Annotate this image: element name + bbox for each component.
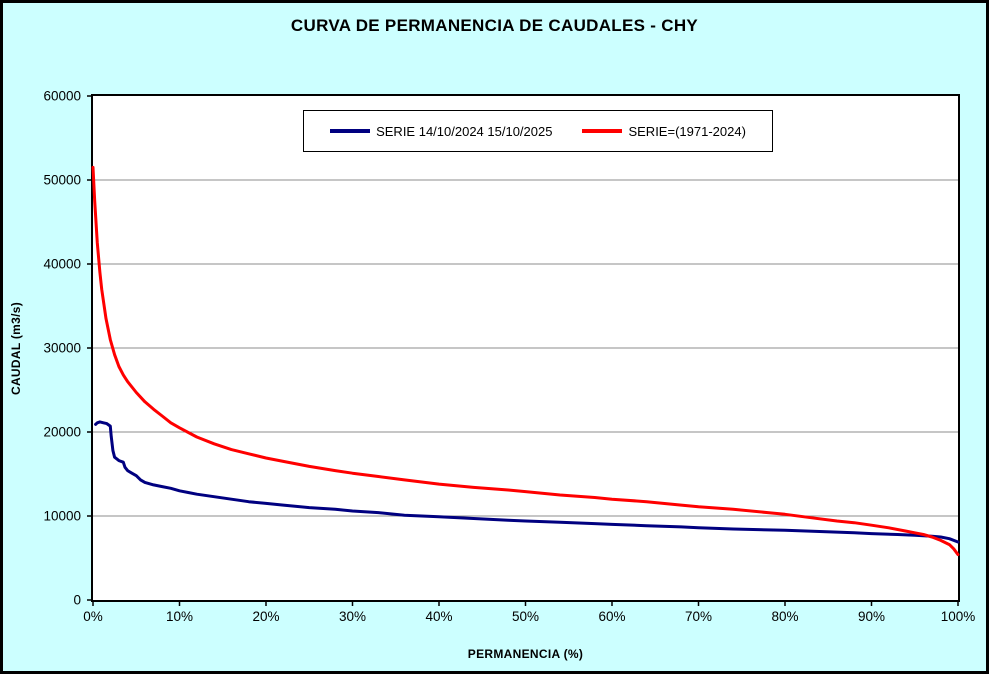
y-tick-labels: 0 10000 20000 30000 40000 50000 60000: [3, 89, 85, 608]
x-tick-label: 40%: [425, 609, 453, 624]
legend-label-series2: SERIE=(1971-2024): [628, 123, 746, 139]
x-tick-label: 10%: [165, 609, 194, 624]
x-tick-labels: 0% 10% 20% 30% 40% 50% 60% 70% 80% 90% 100%: [83, 609, 975, 629]
series2-line-swatch: [582, 129, 623, 133]
series-line-1: [94, 420, 960, 544]
y-tick-label: 0: [73, 592, 81, 608]
y-tick-label: 40000: [43, 256, 81, 272]
y-tick-label: 50000: [43, 172, 81, 188]
x-tick-label: 80%: [771, 609, 799, 624]
series1-line-swatch: [330, 129, 371, 133]
y-tick-label: 10000: [43, 508, 81, 524]
x-tick-label: 70%: [684, 609, 713, 624]
x-tick-label: 0%: [83, 609, 103, 624]
x-tick-label: 90%: [857, 609, 886, 624]
legend-item-series2: SERIE=(1971-2024): [582, 123, 746, 139]
x-tick-label: 60%: [598, 609, 626, 624]
x-axis-title: PERMANENCIA (%): [467, 647, 584, 661]
chart-canvas: [87, 95, 960, 606]
x-tick-label: 20%: [252, 609, 280, 624]
x-tick-label: 30%: [338, 609, 367, 624]
legend-item-series1: SERIE 14/10/2024 15/10/2025: [330, 124, 552, 139]
y-tick-label: 60000: [43, 88, 81, 104]
chart-title: CURVA DE PERMANENCIA DE CAUDALES - CHY: [290, 16, 699, 35]
legend-label-series1: SERIE 14/10/2024 15/10/2025: [376, 123, 553, 139]
x-tick-label: 50%: [511, 609, 540, 624]
plot-area: SERIE 14/10/2024 15/10/2025 SERIE=(1971-…: [87, 94, 960, 606]
legend: SERIE 14/10/2024 15/10/2025 SERIE=(1971-…: [303, 110, 773, 152]
series-line-2: [91, 165, 960, 557]
y-tick-label: 30000: [43, 340, 81, 356]
x-tick-label: 100%: [940, 609, 976, 624]
y-tick-label: 20000: [43, 424, 81, 440]
